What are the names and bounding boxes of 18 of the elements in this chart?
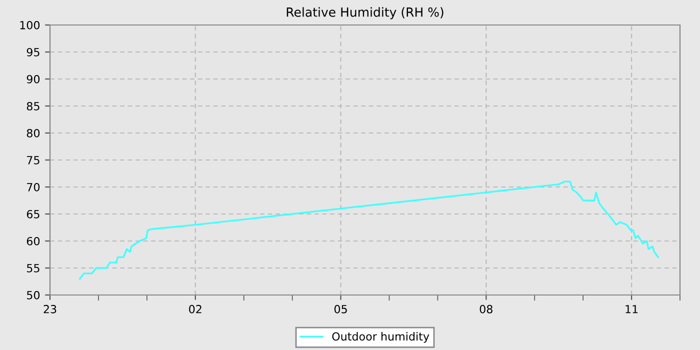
y-tick-label: 70 (27, 182, 40, 192)
legend-label: Outdoor humidity (332, 332, 430, 343)
y-tick-label: 90 (26, 74, 40, 84)
y-tick-label: 50 (26, 290, 40, 300)
y-tick-label: 100 (20, 20, 40, 30)
y-tick-label: 95 (26, 48, 40, 56)
y-tick-label: 65 (26, 210, 40, 218)
x-tick-label: 23 (44, 304, 56, 314)
chart-title: Relative Humidity (RH %) (286, 7, 444, 20)
y-tick-label: 75 (27, 156, 40, 164)
y-tick-label: 60 (26, 236, 40, 246)
x-tick-label: 11 (626, 305, 638, 314)
y-tick-label: 80 (26, 128, 40, 138)
y-tick-label: 85 (26, 102, 40, 110)
x-tick-label: 08 (480, 304, 492, 314)
x-tick-label: 02 (189, 304, 202, 314)
y-tick-label: 55 (26, 264, 40, 272)
x-tick-label: 05 (334, 304, 347, 314)
